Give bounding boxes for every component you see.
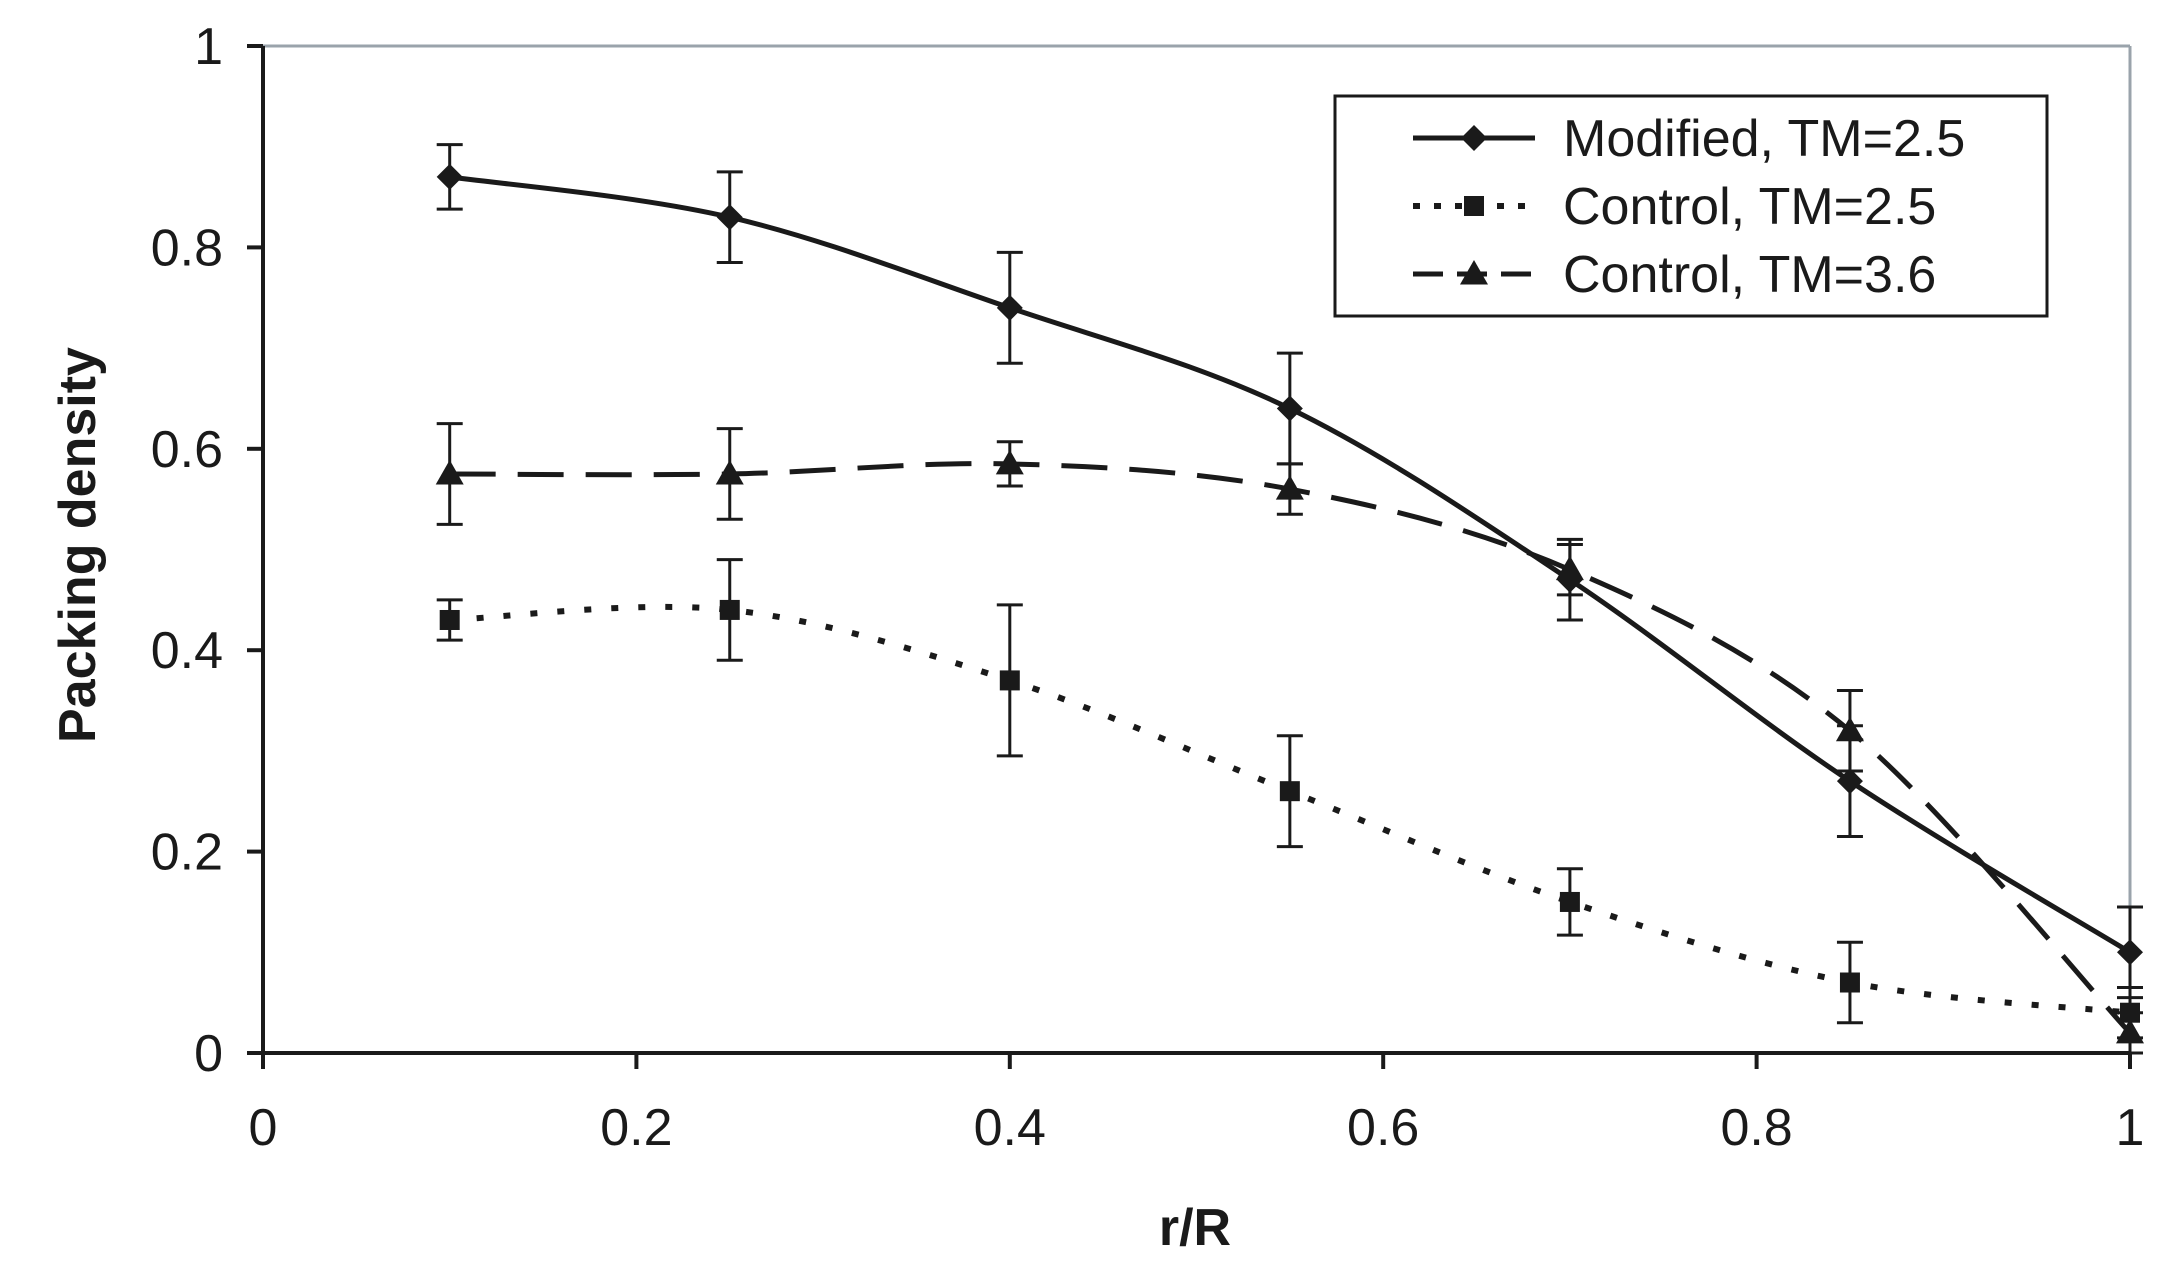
chart-series	[435, 143, 2144, 1055]
y-tick-label: 0.2	[151, 824, 223, 882]
x-tick-label: 0.8	[1720, 1099, 1792, 1157]
series-3	[435, 422, 2144, 1055]
x-tick-label: 0	[249, 1099, 278, 1157]
data-point	[2117, 939, 2143, 966]
y-tick-label: 0.8	[151, 219, 223, 277]
legend-item: Control, TM=2.5	[1413, 178, 1936, 236]
y-tick-label: 1	[194, 18, 223, 76]
chart-axes	[261, 44, 2132, 1055]
data-point	[435, 459, 464, 485]
data-point	[1555, 555, 1584, 581]
legend-marker	[1460, 260, 1488, 285]
legend: Modified, TM=2.5 Control, TM=2.5 Control, …	[1333, 94, 2049, 318]
y-tick-label: 0.6	[151, 421, 223, 479]
series-2	[436, 558, 2143, 1040]
legend-box	[1333, 94, 2049, 318]
y-axis-title: Packing density	[49, 347, 107, 743]
data-point	[1836, 768, 1863, 795]
data-point	[1276, 395, 1303, 422]
x-tick-label: 0.6	[1347, 1099, 1419, 1157]
x-tick-label: 0.4	[974, 1099, 1046, 1157]
y-tick-label: 0	[194, 1025, 223, 1083]
x-tick-label: 1	[2116, 1099, 2145, 1157]
legend-label: Control, TM=2.5	[1563, 178, 1936, 236]
x-tick-label: 0.2	[600, 1099, 672, 1157]
legend-item: Control, TM=3.6	[1413, 246, 1936, 304]
data-point	[996, 294, 1023, 321]
legend-item: Modified, TM=2.5	[1413, 110, 1965, 168]
data-point	[715, 459, 744, 485]
data-point	[716, 204, 743, 231]
data-point	[1275, 475, 1304, 500]
data-point	[436, 163, 463, 190]
data-point	[719, 599, 740, 620]
data-point	[999, 670, 1020, 691]
y-tick-label: 0.4	[151, 622, 223, 680]
legend-marker	[1461, 125, 1487, 151]
data-point	[1839, 972, 1860, 993]
chart-ticks: 0 0.2 0.4 0.6 0.8 1 0 0.2 0.4 0.6 0.8 1	[151, 18, 2145, 1157]
legend-marker	[1464, 196, 1484, 216]
legend-label: Modified, TM=2.5	[1563, 110, 1965, 168]
data-point	[2116, 1018, 2144, 1044]
data-point	[1559, 891, 1580, 912]
data-point	[1835, 716, 1864, 742]
data-point	[439, 609, 460, 630]
data-point	[1279, 781, 1300, 802]
x-axis-title: r/R	[1159, 1199, 1231, 1257]
data-point	[995, 449, 1024, 475]
legend-label: Control, TM=3.6	[1563, 246, 1936, 304]
